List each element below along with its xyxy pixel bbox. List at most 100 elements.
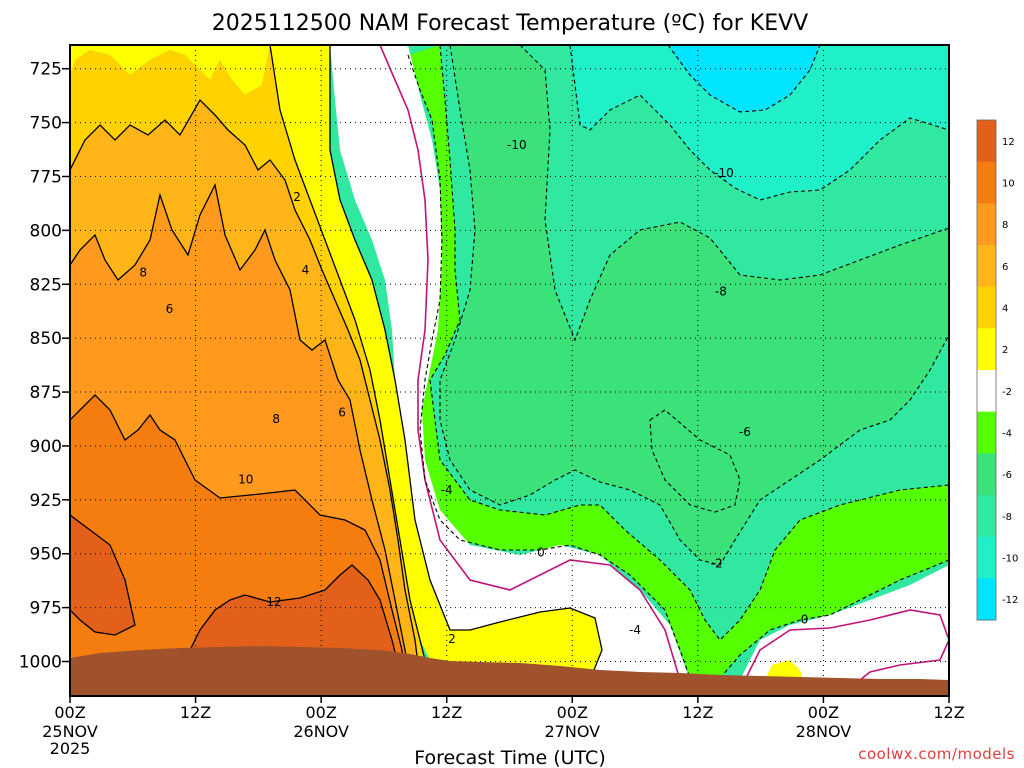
x-tick-date-4: 27NOV [544, 722, 600, 741]
x-tick-label-2: 00Z [305, 703, 336, 722]
contour-line-0 [379, 45, 681, 681]
contour-label-15: -2 [711, 556, 723, 570]
temperature-fill-layer [70, 45, 949, 696]
contour-line-0-right [744, 609, 949, 681]
contour-label-text-3: 4 [302, 263, 310, 277]
colorbar-label-10: -10 [1002, 554, 1018, 565]
contour-label-text-16: -4 [629, 623, 641, 637]
terrain-ground [70, 646, 949, 696]
contour-label-7: 12 [266, 595, 281, 609]
colorbar-label-9: -8 [1002, 512, 1012, 523]
x-tick-label-7: 12Z [933, 703, 964, 722]
contour-label-text-9: 2 [448, 632, 456, 646]
fill-2to4-small [765, 660, 803, 680]
colorbar-label-11: -12 [1002, 595, 1018, 606]
contour-label-text-14: -6 [739, 425, 751, 439]
contour-label-text-7: 12 [266, 595, 281, 609]
contour-line-10 [70, 394, 406, 681]
fill-minus4-region [408, 45, 949, 678]
y-tick-label-775: 775 [30, 167, 62, 187]
contour-label-text-8: -4 [441, 483, 453, 497]
contour-line-12-lower [184, 564, 398, 661]
fill-minus10-upper [570, 45, 949, 200]
colorbar-label-7: -4 [1002, 429, 1012, 440]
contour-label-text-13: -8 [715, 285, 727, 299]
fill-minus6-region [440, 45, 949, 565]
colorbar-frame [976, 119, 997, 621]
colorbar-label-3: 6 [1002, 262, 1008, 273]
contour-label-text-15: -2 [711, 556, 723, 570]
x-tick-date-6: 28NOV [796, 722, 852, 741]
colorbar-swatch-6 [977, 370, 996, 413]
contour-label-14: -6 [739, 425, 751, 439]
fill-minus12-core [668, 45, 820, 112]
grid-layer [70, 45, 949, 696]
y-tick-label-725: 725 [30, 60, 62, 80]
fill-near-zero-band [330, 45, 690, 680]
colorbar-swatch-2 [977, 203, 996, 246]
contour-label-9: 2 [448, 632, 456, 646]
contour-label-text-10: 0 [537, 546, 545, 560]
contour-label-text-2: 2 [293, 190, 301, 204]
y-tick-label-850: 850 [30, 329, 62, 349]
contour-label-11: -10 [507, 138, 527, 152]
fill-above-12-lower [185, 565, 397, 660]
contour-label-text-5: 6 [338, 405, 346, 419]
contour-label-17: 0 [801, 612, 809, 626]
colorbar-label-2: 8 [1002, 220, 1008, 231]
colorbar-label-8: -6 [1002, 470, 1012, 481]
contour-label-0: 8 [139, 265, 147, 279]
fill-minus6-island [650, 410, 740, 512]
contour-label-text-11: -10 [507, 138, 527, 152]
y-tick-label-800: 800 [30, 221, 62, 241]
contour-line-4 [269, 45, 431, 681]
contour-line-minus10 [569, 45, 949, 201]
contour-label-10: 0 [537, 546, 545, 560]
colorbar-swatch-0 [977, 120, 996, 163]
y-tick-label-900: 900 [30, 437, 62, 457]
contour-line-minus4 [429, 45, 949, 641]
colorbar-swatch-1 [977, 161, 996, 204]
colorbar-swatch-4 [977, 286, 996, 329]
colorbar-swatch-8 [977, 453, 996, 496]
x-tick-label-0: 00Z [54, 703, 85, 722]
contour-label-text-4: 8 [272, 412, 280, 426]
contour-line-minus6-island [649, 409, 741, 513]
colorbar-swatch-5 [977, 328, 996, 371]
x-tick-date-0: 25NOV [42, 722, 98, 741]
contour-label-1: 6 [166, 302, 174, 316]
colorbar-label-5: 2 [1002, 345, 1008, 356]
contour-label-layer: 8 6 2 4 8 6 10 12 -4 2 0 -10 -10 -8 -6 -2 -4 0 [139, 138, 809, 646]
fill-2to4-left-top [70, 45, 270, 95]
contour-label-6: 10 [238, 472, 253, 486]
contour-label-4: 8 [272, 412, 280, 426]
colorbar-label-0: 12 [1002, 137, 1015, 148]
contour-line-layer [70, 45, 949, 681]
y-tick-label-750: 750 [30, 114, 62, 134]
x-tick-label-3: 12Z [431, 703, 462, 722]
colorbar-label-1: 10 [1002, 179, 1015, 190]
x-tick-label-5: 12Z [682, 703, 713, 722]
y-axis: 725 750 775 800 825 850 875 900 925 950 975 1000 [19, 60, 70, 673]
contour-line-minus6-lower [439, 45, 949, 566]
colorbar-swatch-7 [977, 411, 996, 454]
colorbar-label-6: -2 [1002, 387, 1012, 398]
x-tick-label-1: 12Z [180, 703, 211, 722]
x-axis-label: Forecast Time (UTC) [414, 747, 605, 768]
y-tick-label-1000: 1000 [19, 653, 62, 673]
colorbar-label-4: 4 [1002, 304, 1008, 315]
contour-line-8 [70, 183, 411, 681]
colorbar: 12 10 8 6 4 2 -2 -4 -6 -8 -10 -12 [976, 119, 1018, 621]
contour-label-5: 6 [338, 405, 346, 419]
contour-label-12: -10 [714, 166, 734, 180]
colorbar-swatch-11 [977, 578, 996, 621]
y-tick-label-875: 875 [30, 383, 62, 403]
contour-label-text-17: 0 [801, 612, 809, 626]
contour-line-12-left [70, 514, 136, 636]
y-tick-label-975: 975 [30, 599, 62, 619]
contour-label-text-6: 10 [238, 472, 253, 486]
credit-text[interactable]: coolwx.com/models [858, 745, 1015, 763]
